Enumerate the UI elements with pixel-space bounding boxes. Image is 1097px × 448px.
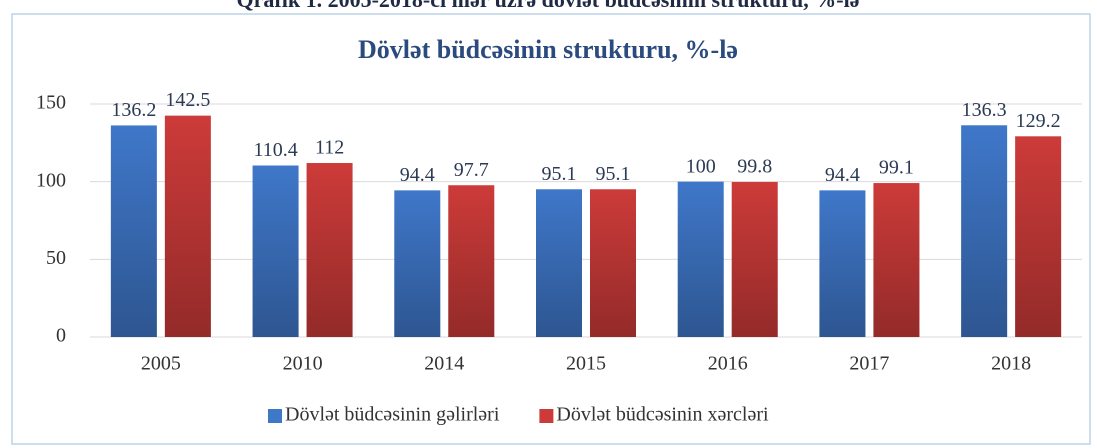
y-tick-label: 0 bbox=[56, 325, 66, 347]
value-label: 129.2 bbox=[1016, 110, 1061, 132]
value-label: 99.1 bbox=[879, 157, 914, 179]
x-tick-label: 2014 bbox=[424, 353, 464, 375]
bar-shade bbox=[536, 189, 582, 337]
legend-swatch bbox=[268, 409, 282, 423]
bar-shade bbox=[252, 165, 299, 337]
legend-swatch bbox=[539, 409, 554, 423]
bar-shade bbox=[448, 185, 495, 337]
value-label: 100 bbox=[686, 155, 716, 177]
bar-shade bbox=[394, 190, 441, 337]
bar-shade bbox=[164, 115, 211, 338]
y-tick-label: 50 bbox=[46, 247, 66, 269]
x-tick-label: 2005 bbox=[141, 353, 181, 375]
legend-label: Dövlət büdcəsinin xərcləri bbox=[556, 404, 769, 426]
value-label: 99.8 bbox=[737, 156, 772, 178]
x-tick-label: 2018 bbox=[991, 353, 1031, 375]
bar-shade bbox=[110, 125, 157, 337]
value-label: 95.1 bbox=[596, 163, 631, 185]
legend-label: Dövlət büdcəsinin gəlirləri bbox=[285, 404, 500, 426]
bar-shade bbox=[819, 190, 866, 337]
y-tick-label: 150 bbox=[36, 92, 66, 114]
value-label: 94.4 bbox=[400, 164, 435, 186]
value-label: 112 bbox=[315, 137, 344, 159]
bar-shade bbox=[590, 189, 636, 337]
value-label: 94.4 bbox=[825, 164, 860, 186]
x-tick-label: 2017 bbox=[849, 353, 889, 375]
x-tick-label: 2010 bbox=[283, 353, 323, 375]
bar-shade bbox=[873, 183, 920, 337]
bar-shade bbox=[306, 163, 353, 337]
value-label: 110.4 bbox=[253, 139, 297, 161]
bar-shade bbox=[961, 125, 1008, 337]
x-tick-label: 2016 bbox=[708, 353, 748, 375]
x-tick-label: 2015 bbox=[566, 353, 606, 375]
value-label: 142.5 bbox=[165, 89, 210, 111]
bar-shade bbox=[677, 181, 724, 337]
bar-shade bbox=[731, 181, 778, 337]
value-label: 136.3 bbox=[962, 99, 1007, 121]
y-tick-label: 100 bbox=[36, 169, 66, 191]
caption: Qrafik 1. 2005-2018-ci illər üzrə dövlət… bbox=[237, 0, 860, 12]
value-label: 95.1 bbox=[542, 163, 577, 185]
bar-shade bbox=[1015, 136, 1062, 337]
chart-title: Dövlət büdcəsinin strukturu, %-lə bbox=[358, 35, 738, 64]
value-label: 97.7 bbox=[454, 159, 489, 181]
value-label: 136.2 bbox=[111, 99, 156, 121]
